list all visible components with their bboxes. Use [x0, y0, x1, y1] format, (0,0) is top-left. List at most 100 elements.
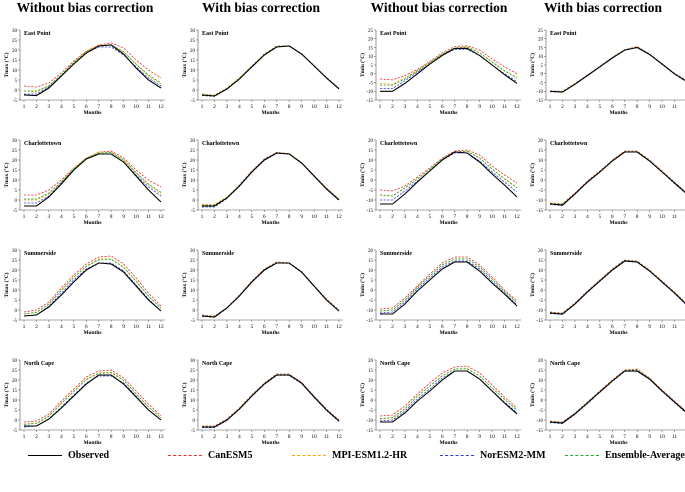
- series-line-noresm2-mm: [24, 46, 162, 95]
- x-tick-label: 2: [35, 104, 38, 110]
- x-tick-label: 7: [275, 104, 278, 110]
- y-tick-label: 0: [541, 289, 544, 294]
- y-tick-label: 20: [190, 269, 196, 274]
- x-tick-label: 5: [250, 324, 253, 330]
- x-tick-label: 6: [611, 104, 614, 110]
- y-tick-label: -10: [536, 309, 543, 314]
- x-tick-label: 9: [478, 214, 481, 220]
- series-line-noresm2-mm: [201, 45, 340, 97]
- series-line-mpi-esm1-2-hr: [379, 150, 518, 197]
- y-tick-label: 0: [193, 89, 196, 94]
- series-line-ensemble-average: [201, 261, 340, 318]
- legend: Observed CanESM5 MPI-ESM1.2-HR NorESM2-M…: [0, 450, 685, 468]
- station-title: Summerside: [550, 251, 582, 257]
- x-tick-label: 10: [489, 104, 495, 110]
- series-line-ensemble-average: [24, 151, 162, 200]
- x-axis-label: Months: [83, 220, 101, 226]
- x-tick-label: 9: [478, 324, 481, 330]
- y-tick-label: 20: [538, 359, 544, 364]
- y-tick-label: 15: [538, 259, 544, 264]
- x-tick-label: 5: [250, 434, 253, 440]
- x-tick-label: 7: [453, 324, 456, 330]
- y-tick-label: -15: [536, 319, 543, 324]
- x-tick-label: 8: [110, 214, 113, 220]
- x-tick-label: 2: [213, 434, 216, 440]
- station-title: North Cape: [202, 361, 233, 367]
- series-line-mpi-esm1-2-hr: [549, 46, 685, 93]
- y-tick-label: 20: [368, 38, 374, 43]
- y-tick-label: 5: [15, 79, 18, 84]
- series-line-observed: [549, 370, 685, 424]
- series-line-observed: [23, 44, 162, 97]
- x-tick-label: 10: [133, 104, 139, 110]
- y-axis-label: Tmin (°C): [359, 163, 366, 187]
- x-tick-label: 12: [336, 214, 342, 220]
- column-header-1: Without bias correction: [16, 0, 154, 15]
- x-tick-label: 9: [122, 434, 125, 440]
- y-tick-label: -5: [191, 209, 196, 214]
- station-title: East Point: [24, 31, 51, 37]
- y-tick-label: 5: [371, 64, 374, 69]
- series-line-observed: [549, 46, 685, 93]
- y-tick-label: 20: [368, 139, 374, 144]
- y-tick-label: 5: [541, 389, 544, 394]
- x-tick-label: 1: [201, 324, 204, 330]
- y-tick-label: 20: [12, 379, 18, 384]
- y-tick-label: 0: [15, 89, 18, 94]
- x-tick-label: 10: [489, 434, 495, 440]
- x-tick-label: 4: [238, 104, 241, 110]
- x-tick-label: 11: [324, 434, 330, 440]
- series-line-mpi-esm1-2-hr: [24, 151, 162, 201]
- series-line-canesm5: [23, 255, 162, 313]
- x-tick-label: 7: [275, 214, 278, 220]
- series-line-observed: [201, 45, 340, 97]
- x-tick-label: 6: [263, 434, 266, 440]
- series-line-ensemble-average: [379, 368, 518, 419]
- x-tick-label: 7: [97, 324, 100, 330]
- x-tick-label: 11: [324, 214, 330, 220]
- series-line-observed: [24, 374, 162, 427]
- y-tick-label: -15: [536, 429, 543, 434]
- x-tick-label: 10: [659, 214, 665, 220]
- legend-item-noresm: NorESM2-MM: [440, 450, 546, 461]
- x-tick-label: 4: [586, 324, 589, 330]
- x-tick-label: 7: [97, 104, 100, 110]
- y-tick-label: 10: [538, 379, 544, 384]
- y-tick-label: 5: [15, 189, 18, 194]
- x-tick-label: 9: [648, 214, 651, 220]
- x-axis-label: Months: [609, 220, 627, 226]
- x-tick-label: 3: [48, 104, 51, 110]
- station-title: Summerside: [380, 251, 412, 257]
- series-line-ensemble-average: [380, 47, 518, 86]
- y-tick-label: 10: [190, 289, 196, 294]
- panel-summerside-4: -15-10-505101520123456789101112MonthsTmi…: [529, 249, 685, 336]
- legend-item-ensemble: Ensemble-Average: [565, 450, 685, 461]
- x-tick-label: 10: [489, 214, 495, 220]
- y-tick-label: 5: [193, 79, 196, 84]
- y-tick-label: 15: [12, 59, 18, 64]
- y-tick-label: 15: [368, 369, 374, 374]
- x-tick-label: 9: [648, 434, 651, 440]
- y-axis-label: Tmax (°C): [3, 52, 10, 77]
- y-tick-label: -5: [191, 99, 196, 104]
- x-tick-label: 9: [648, 104, 651, 110]
- x-tick-label: 10: [311, 434, 317, 440]
- x-tick-label: 9: [122, 214, 125, 220]
- station-title: North Cape: [24, 361, 55, 367]
- x-tick-label: 12: [514, 324, 520, 330]
- station-title: North Cape: [380, 361, 411, 367]
- x-axis-label: Months: [609, 110, 627, 116]
- x-tick-label: 3: [226, 434, 229, 440]
- x-tick-label: 12: [336, 324, 342, 330]
- x-tick-label: 5: [72, 104, 75, 110]
- x-tick-label: 12: [514, 434, 520, 440]
- x-tick-label: 8: [636, 104, 639, 110]
- x-tick-label: 9: [478, 434, 481, 440]
- x-tick-label: 9: [300, 434, 303, 440]
- y-tick-label: 25: [190, 39, 196, 44]
- x-tick-label: 3: [48, 214, 51, 220]
- series-line-canesm5: [379, 256, 518, 310]
- y-tick-label: 5: [371, 389, 374, 394]
